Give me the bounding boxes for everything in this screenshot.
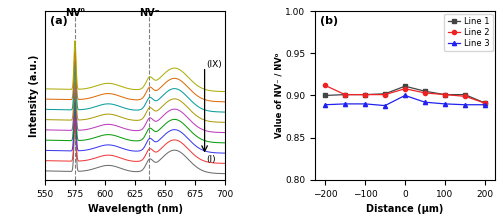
Line 1 [362,93,368,96]
Line 3 [442,103,448,105]
Line 2 [442,93,448,96]
Text: (I): (I) [206,155,216,164]
Text: (b): (b) [320,16,338,26]
Line: Line 2: Line 2 [323,83,487,105]
Line 2 [462,95,468,98]
Line 3 [402,94,408,97]
Text: NV⁰: NV⁰ [65,8,85,18]
Text: NV⁻: NV⁻ [139,8,160,18]
Line 3 [382,104,388,107]
Line 1 [322,94,328,97]
Line: Line 1: Line 1 [323,84,487,105]
Line 1 [442,93,448,96]
X-axis label: Distance (μm): Distance (μm) [366,204,444,214]
Line 3 [322,103,328,106]
Text: (IX): (IX) [206,59,222,69]
Legend: Line 1, Line 2, Line 3: Line 1, Line 2, Line 3 [444,14,492,52]
Line 1 [402,85,408,87]
Line 2 [382,93,388,96]
Line 2 [422,92,428,94]
Line 3 [422,101,428,103]
Y-axis label: Value of NV⁻ / NV⁰: Value of NV⁻ / NV⁰ [275,53,284,138]
Line 2 [362,93,368,96]
Y-axis label: Intensity (a.u.): Intensity (a.u.) [30,54,40,137]
Line 1 [342,93,348,96]
Line 3 [482,103,488,106]
Line 1 [422,90,428,93]
Line 1 [462,93,468,96]
Line 2 [342,93,348,96]
Text: (a): (a) [50,16,68,26]
Line 2 [482,102,488,104]
Line 3 [462,103,468,106]
Line 3 [342,103,348,105]
Line: Line 3: Line 3 [323,93,487,108]
Line 2 [322,84,328,87]
Line 3 [362,103,368,105]
Line 1 [382,92,388,95]
X-axis label: Wavelength (nm): Wavelength (nm) [88,204,182,214]
Line 2 [402,87,408,90]
Line 1 [482,102,488,104]
